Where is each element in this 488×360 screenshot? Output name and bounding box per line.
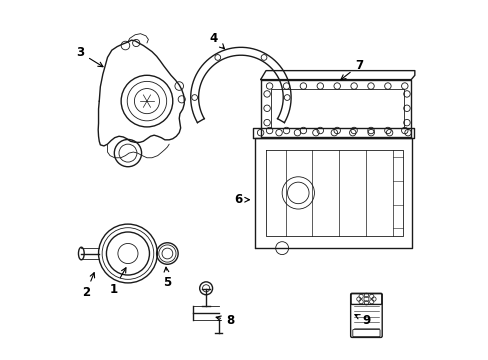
Text: 9: 9 (354, 314, 370, 327)
Text: 1: 1 (109, 268, 126, 296)
Text: 4: 4 (209, 32, 224, 49)
Text: 6: 6 (234, 193, 249, 206)
Text: 8: 8 (216, 314, 234, 327)
Text: 3: 3 (76, 46, 103, 67)
Text: 7: 7 (340, 59, 363, 80)
Text: 2: 2 (82, 273, 94, 300)
Text: 5: 5 (163, 267, 171, 289)
